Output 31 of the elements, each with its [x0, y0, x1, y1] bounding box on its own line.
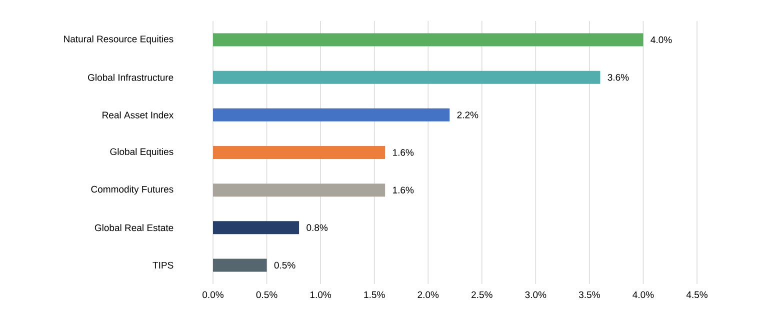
y-tick-label: Global Real Estate [94, 224, 174, 232]
bar [213, 108, 450, 122]
x-tick-label: 2.5% [472, 291, 492, 298]
data-label: 3.6% [608, 74, 629, 81]
x-tick-label: 4.5% [686, 291, 708, 298]
bar [213, 184, 386, 197]
x-tick-label: 0.5% [256, 291, 278, 298]
bar [213, 33, 644, 46]
x-tick-label: 2.0% [418, 291, 439, 298]
x-tick-label: 3.0% [525, 291, 546, 298]
x-tick-label: 0.0% [202, 291, 224, 298]
y-tick-label: Natural Resource Equities [64, 35, 174, 44]
y-tick-label: Real Asset Index [102, 111, 174, 118]
bar [213, 221, 300, 234]
x-tick-label: 1.5% [364, 291, 385, 298]
data-label: 0.8% [306, 224, 328, 232]
data-label: 1.6% [393, 186, 414, 194]
data-label: 1.6% [393, 149, 414, 156]
data-label: 0.5% [274, 262, 296, 269]
data-label: 4.0% [650, 36, 672, 44]
y-tick-label: Global Equities [110, 148, 174, 157]
y-tick-label: Global Infrastructure [88, 74, 174, 81]
y-tick-label: TIPS [152, 262, 174, 269]
x-tick-label: 3.5% [578, 291, 600, 298]
bar [213, 70, 600, 84]
bar [213, 258, 267, 272]
y-tick-label: Commodity Futures [91, 186, 174, 194]
x-tick-label: 1.0% [310, 291, 332, 298]
data-label: 2.2% [457, 112, 478, 118]
x-tick-label: 4.0% [632, 291, 654, 298]
bar [213, 146, 386, 159]
